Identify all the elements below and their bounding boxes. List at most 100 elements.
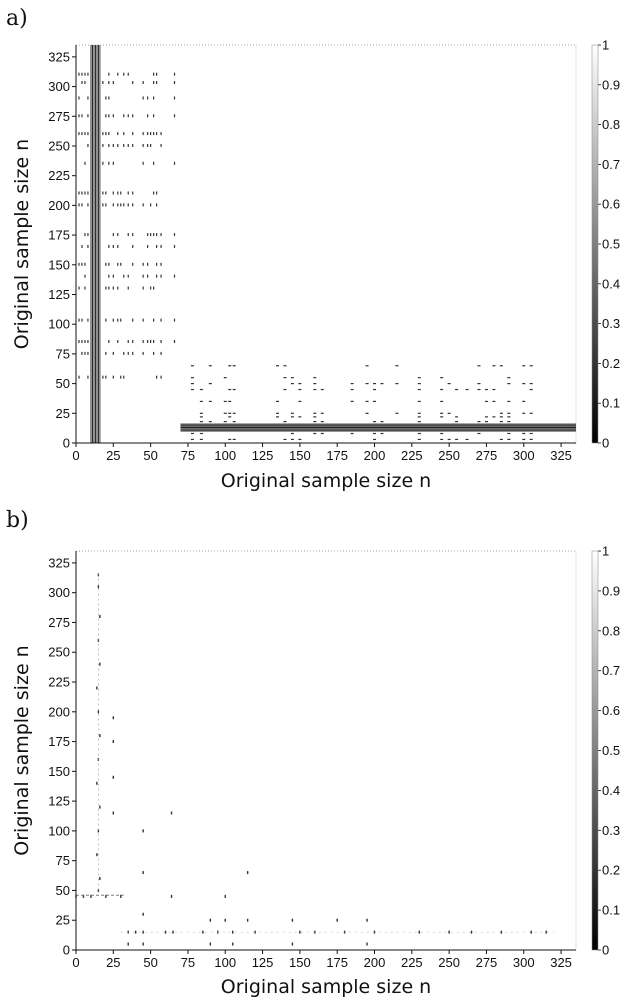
cell-mark — [117, 203, 119, 207]
cell-mark — [153, 96, 155, 100]
cell-mark — [246, 871, 249, 875]
cell-mark — [105, 203, 107, 207]
cell-mark — [132, 203, 134, 207]
y-tick-label: 225 — [48, 675, 70, 690]
cell-mark — [447, 382, 451, 385]
cell-mark — [283, 388, 287, 391]
cell-mark — [299, 930, 301, 934]
cell-mark — [127, 191, 129, 195]
cell-mark — [117, 72, 119, 76]
cell-mark — [102, 161, 104, 165]
x-tick-label: 275 — [476, 448, 498, 463]
cell-mark — [84, 81, 86, 85]
cell-mark — [275, 416, 279, 418]
x-tick-label: 100 — [214, 955, 236, 970]
cell-mark — [173, 96, 176, 100]
cell-mark — [108, 286, 110, 290]
cell-mark — [529, 432, 533, 435]
cell-mark — [173, 161, 176, 165]
cell-mark — [190, 377, 194, 379]
cell-mark — [142, 351, 144, 355]
cell-mark — [298, 382, 302, 385]
y-tick-label: 175 — [48, 228, 70, 243]
cell-mark — [84, 191, 86, 195]
colorbar-tick-label: 0.8 — [602, 623, 620, 638]
cell-mark — [87, 375, 89, 379]
cell-mark — [150, 233, 152, 237]
cell-mark — [108, 72, 110, 76]
cell-mark — [522, 382, 526, 385]
cell-mark — [155, 203, 158, 207]
cell-mark — [223, 377, 227, 379]
cell-mark — [84, 233, 86, 237]
x-tick-label: 200 — [364, 955, 386, 970]
cell-mark — [350, 432, 354, 435]
cell-mark — [173, 72, 176, 76]
cell-mark — [160, 351, 162, 355]
cell-mark — [147, 132, 149, 136]
cell-mark — [507, 421, 511, 423]
cell-mark — [440, 438, 444, 441]
cell-mark — [477, 382, 481, 385]
cell-mark — [102, 143, 104, 147]
cell-mark — [507, 416, 511, 418]
cell-mark — [102, 191, 104, 195]
colorbar-tick-label: 0.3 — [602, 316, 620, 331]
cell-mark — [108, 274, 110, 278]
cell-mark — [440, 416, 444, 418]
colorbar-tick-label: 0.4 — [602, 276, 620, 291]
cell-mark — [105, 286, 107, 290]
cell-mark — [366, 942, 368, 946]
cell-mark — [108, 132, 110, 136]
cell-mark — [81, 81, 83, 85]
cell-mark — [350, 382, 354, 385]
cell-mark — [78, 114, 80, 118]
cell-mark — [87, 114, 89, 118]
cell-mark — [135, 930, 137, 934]
cell-mark — [108, 96, 110, 100]
cell-mark — [87, 72, 89, 76]
cell-mark — [105, 262, 107, 266]
y-tick-label: 150 — [48, 764, 70, 779]
x-tick-label: 50 — [143, 955, 157, 970]
cell-mark — [455, 438, 459, 441]
cell-mark — [417, 421, 421, 423]
cell-mark — [142, 132, 144, 136]
cell-mark — [522, 412, 526, 414]
cell-mark — [132, 340, 134, 344]
y-tick-label: 125 — [48, 287, 70, 302]
cell-mark — [142, 930, 144, 934]
cell-mark — [117, 340, 119, 344]
cell-mark — [455, 388, 459, 391]
y-axis-title: Original sample size n — [11, 645, 33, 855]
cell-mark — [150, 132, 152, 136]
cell-mark — [147, 143, 149, 147]
cell-mark — [120, 191, 122, 195]
y-tick-label: 250 — [48, 645, 70, 660]
cell-mark — [108, 340, 110, 344]
cell-mark — [313, 421, 317, 423]
cell-mark — [155, 191, 158, 195]
cell-mark — [190, 388, 194, 391]
colorbar-tick-label: 0.4 — [602, 783, 620, 798]
cell-mark — [232, 388, 236, 391]
y-tick-label: 200 — [48, 198, 70, 213]
cell-mark — [153, 72, 155, 76]
cell-mark — [208, 382, 212, 385]
cell-mark — [81, 351, 83, 355]
cell-mark — [313, 412, 317, 414]
cell-mark — [313, 432, 317, 435]
cell-mark — [417, 377, 421, 379]
cell-mark — [290, 416, 294, 418]
y-tick-label: 325 — [48, 49, 70, 64]
cell-mark — [84, 132, 86, 136]
x-tick-label: 225 — [401, 448, 423, 463]
cell-mark — [117, 132, 119, 136]
panel-b: 0 25 50 75 100 125 150 175 200 225 250 275 300 325025… — [11, 544, 620, 999]
cell-mark — [84, 274, 86, 278]
x-tick-label: 150 — [289, 955, 311, 970]
cell-mark — [298, 400, 302, 403]
cell-mark — [127, 72, 129, 76]
y-tick-label: 325 — [48, 555, 70, 570]
cell-mark — [142, 942, 144, 946]
